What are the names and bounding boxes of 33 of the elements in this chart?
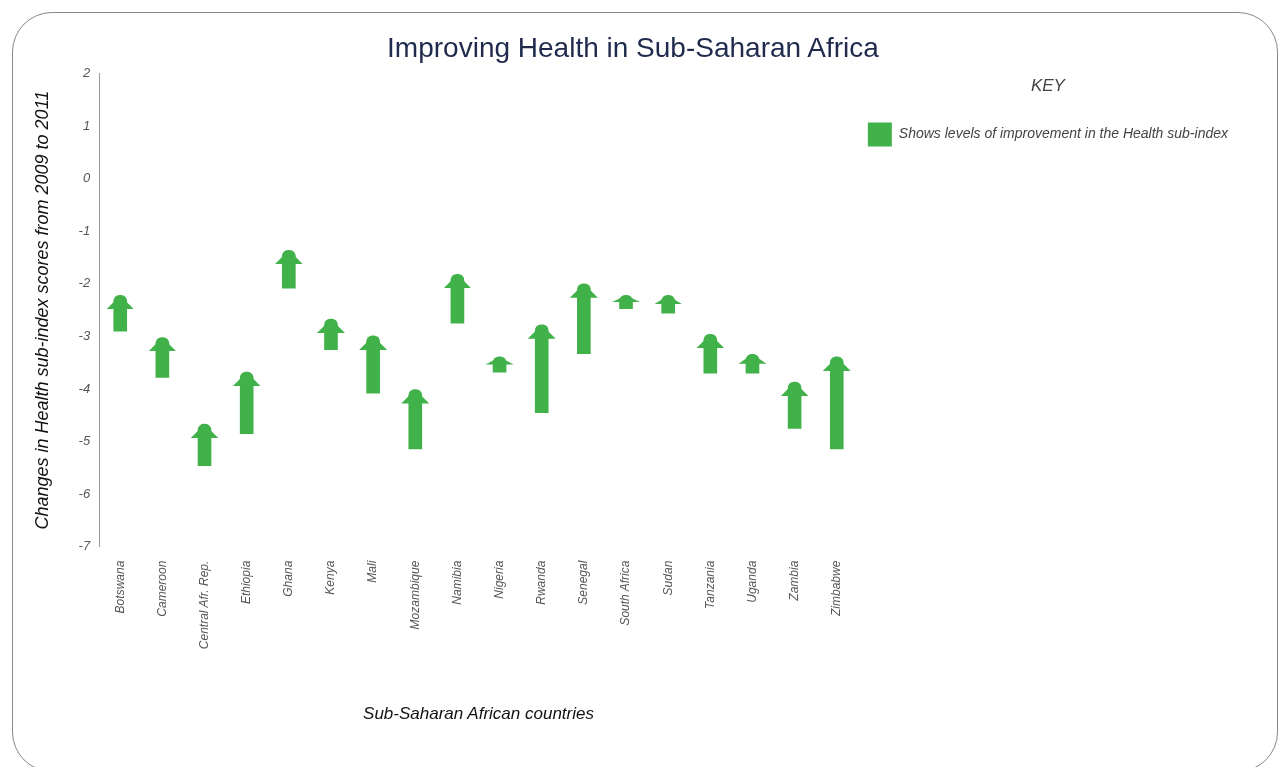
y-tick-label: -7 xyxy=(78,538,91,554)
legend-title: KEY xyxy=(1030,76,1067,96)
y-tick-label: -4 xyxy=(78,380,91,396)
x-tick-label: South Africa xyxy=(618,560,633,626)
x-tick-label: Rwanda xyxy=(534,560,549,605)
y-axis-title: Changes in Health sub-index scores from 2009 to 2011 xyxy=(31,90,52,530)
x-tick-label: Botswana xyxy=(112,560,127,614)
y-tick-label: -1 xyxy=(78,222,91,238)
x-tick-label: Mozambique xyxy=(407,560,422,630)
x-tick-label: Sudan xyxy=(660,560,675,596)
y-tick-label: 0 xyxy=(82,170,91,186)
x-tick-label: Namibia xyxy=(449,560,464,605)
legend-label: Shows levels of improvement in the Health sub-index xyxy=(898,125,1229,142)
chart-title: Improving Health in Sub-Saharan Africa xyxy=(387,31,880,63)
x-tick-label: Cameroon xyxy=(154,560,169,617)
x-tick-label: Kenya xyxy=(323,560,338,595)
y-tick-label: -5 xyxy=(78,433,91,449)
x-tick-label: Central Afr. Rep. xyxy=(196,560,211,650)
x-tick-label: Senegal xyxy=(576,560,591,605)
y-tick-label: -6 xyxy=(78,485,91,501)
x-tick-label: Ghana xyxy=(281,560,296,597)
y-tick-label: -3 xyxy=(78,328,91,344)
x-tick-label: Tanzania xyxy=(702,560,717,609)
x-tick-label: Uganda xyxy=(744,560,759,603)
x-tick-label: Zambia xyxy=(786,560,801,602)
x-tick-label: Ethiopia xyxy=(239,560,254,605)
x-tick-label: Nigeria xyxy=(491,560,506,599)
y-tick-label: -2 xyxy=(78,275,91,291)
x-tick-label: Mali xyxy=(365,560,380,583)
x-axis-title: Sub-Saharan African countries xyxy=(363,703,595,723)
y-tick-label: 1 xyxy=(82,117,91,133)
y-tick-label: 2 xyxy=(81,65,91,81)
x-tick-label: Zimbabwe xyxy=(829,560,844,618)
